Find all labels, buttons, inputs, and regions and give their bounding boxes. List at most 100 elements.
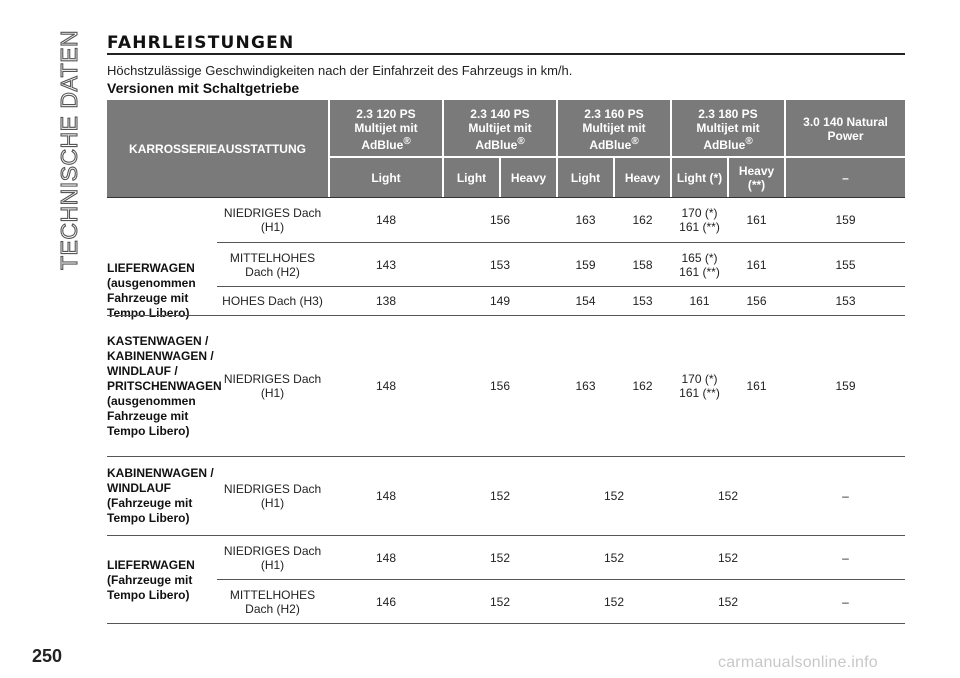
group-label: KASTENWAGEN / KABINENWAGEN / WINDLAUF / … bbox=[107, 333, 222, 438]
value-cell: 156 bbox=[746, 294, 767, 308]
roof-cell: MITTELHOHES Dach (H2) bbox=[229, 250, 316, 279]
value-cell: 159 bbox=[835, 213, 856, 227]
subheader-none: – bbox=[842, 171, 849, 185]
engine-line: Multijet mit bbox=[354, 120, 418, 135]
value-cell: 154 bbox=[575, 294, 596, 308]
header-engine-1: 2.3 120 PS Multijet mit AdBlue® bbox=[330, 104, 442, 154]
engine-line: AdBlue® bbox=[589, 135, 638, 152]
engine-line: AdBlue® bbox=[361, 135, 410, 152]
engine-line: 2.3 120 PS bbox=[356, 106, 416, 121]
side-title-text: TECHNISCHE DATEN bbox=[55, 29, 82, 270]
page-subtitle: Höchstzulässige Geschwindigkeiten nach d… bbox=[107, 63, 573, 78]
value-cell: 165 (*) 161 (**) bbox=[679, 250, 720, 279]
value-cell: 153 bbox=[489, 257, 511, 272]
header-separator bbox=[556, 100, 558, 197]
subheader-light: Light bbox=[456, 171, 487, 185]
subheader-light: Light (*) bbox=[676, 171, 723, 185]
subheader-light: Light bbox=[570, 171, 601, 185]
group-divider bbox=[107, 315, 905, 316]
table-header-row-2 bbox=[107, 157, 905, 197]
engine-line-adblue: AdBlue bbox=[475, 137, 518, 152]
engine-line-adblue: AdBlue bbox=[589, 137, 632, 152]
roof-cell: MITTELHOHES Dach (H2) bbox=[229, 587, 316, 616]
header-body-type: KARROSSERIEAUSSTATTUNG bbox=[129, 141, 306, 156]
value-cell: 152 bbox=[489, 489, 511, 503]
page-number: 250 bbox=[32, 646, 63, 666]
value-cell: 156 bbox=[489, 379, 511, 393]
value-cell: 152 bbox=[717, 489, 739, 503]
value-cell: – bbox=[842, 550, 849, 565]
value-cell: 158 bbox=[632, 257, 653, 272]
value-cell: – bbox=[842, 594, 849, 609]
engine-line: Multijet mit bbox=[468, 120, 532, 135]
subheader-light: Light bbox=[371, 171, 401, 185]
header-engine-5: 3.0 140 Natural Power bbox=[786, 104, 905, 154]
value-cell: 152 bbox=[489, 594, 511, 609]
roof-cell: NIEDRIGES Dach (H1) bbox=[223, 372, 322, 400]
value-cell: 148 bbox=[375, 213, 397, 227]
registered-mark: ® bbox=[745, 135, 753, 147]
registered-mark: ® bbox=[631, 135, 639, 147]
row-divider bbox=[217, 579, 905, 580]
group-label: LIEFERWAGEN (ausgenommen Fahrzeuge mit T… bbox=[107, 261, 196, 320]
value-cell: 170 (*) 161 (**) bbox=[679, 372, 720, 400]
row-divider bbox=[217, 242, 905, 243]
value-cell: 161 bbox=[746, 213, 767, 227]
value-cell: 159 bbox=[835, 379, 856, 393]
header-separator bbox=[328, 156, 905, 158]
value-cell: 149 bbox=[489, 294, 511, 308]
header-separator bbox=[499, 157, 501, 197]
value-cell: 148 bbox=[375, 379, 397, 393]
engine-line-adblue: AdBlue bbox=[361, 137, 404, 152]
header-divider bbox=[107, 197, 905, 198]
engine-line: AdBlue® bbox=[475, 135, 524, 152]
engine-line-adblue: AdBlue bbox=[703, 137, 746, 152]
table-header-row-1 bbox=[107, 100, 905, 157]
value-cell: 159 bbox=[575, 257, 596, 272]
engine-line: 2.3 180 PS bbox=[698, 106, 758, 121]
value-cell: 152 bbox=[717, 550, 739, 565]
value-cell: 138 bbox=[375, 294, 397, 308]
header-separator bbox=[613, 157, 615, 197]
header-engine-2: 2.3 140 PS Multijet mit AdBlue® bbox=[444, 104, 556, 154]
header-separator bbox=[784, 100, 786, 197]
subheader-heavy: Heavy bbox=[510, 171, 547, 185]
engine-line: Power bbox=[827, 129, 864, 143]
value-cell: 162 bbox=[632, 379, 653, 393]
value-cell: 152 bbox=[717, 594, 739, 609]
value-cell: 148 bbox=[375, 489, 397, 503]
header-separator bbox=[727, 157, 729, 197]
value-cell: 152 bbox=[603, 594, 625, 609]
header-separator bbox=[328, 100, 330, 197]
side-section-title: TECHNISCHE DATEN bbox=[55, 29, 82, 270]
value-cell: 161 bbox=[746, 379, 767, 393]
page-title: FAHRLEISTUNGEN bbox=[107, 33, 295, 53]
title-divider bbox=[107, 53, 905, 55]
value-cell: 161 bbox=[746, 257, 767, 272]
registered-mark: ® bbox=[517, 135, 525, 147]
value-cell: 161 bbox=[689, 294, 710, 308]
value-cell: 146 bbox=[375, 594, 397, 609]
value-cell: 156 bbox=[489, 213, 511, 227]
engine-line: Multijet mit bbox=[582, 120, 646, 135]
group-divider bbox=[107, 535, 905, 536]
value-cell: 153 bbox=[632, 294, 653, 308]
roof-cell: NIEDRIGES Dach (H1) bbox=[223, 206, 322, 234]
header-separator bbox=[442, 100, 444, 197]
roof-cell: HOHES Dach (H3) bbox=[222, 294, 323, 308]
value-cell: 152 bbox=[489, 550, 511, 565]
value-cell: 163 bbox=[575, 379, 596, 393]
table-bottom-rule bbox=[107, 623, 905, 624]
registered-mark: ® bbox=[403, 135, 411, 147]
group-label: LIEFERWAGEN (Fahrzeuge mit Tempo Libero) bbox=[107, 557, 195, 602]
header-engine-4: 2.3 180 PS Multijet mit AdBlue® bbox=[672, 104, 784, 154]
engine-line: 2.3 140 PS bbox=[470, 106, 530, 121]
header-engine-3: 2.3 160 PS Multijet mit AdBlue® bbox=[558, 104, 670, 154]
engine-line: Multijet mit bbox=[696, 120, 760, 135]
value-cell: 162 bbox=[632, 213, 653, 227]
value-cell: – bbox=[842, 489, 849, 503]
roof-cell: NIEDRIGES Dach (H1) bbox=[223, 482, 322, 510]
section-subheading: Versionen mit Schaltgetriebe bbox=[107, 80, 300, 96]
engine-line: AdBlue® bbox=[703, 135, 752, 152]
engine-line: 2.3 160 PS bbox=[584, 106, 644, 121]
